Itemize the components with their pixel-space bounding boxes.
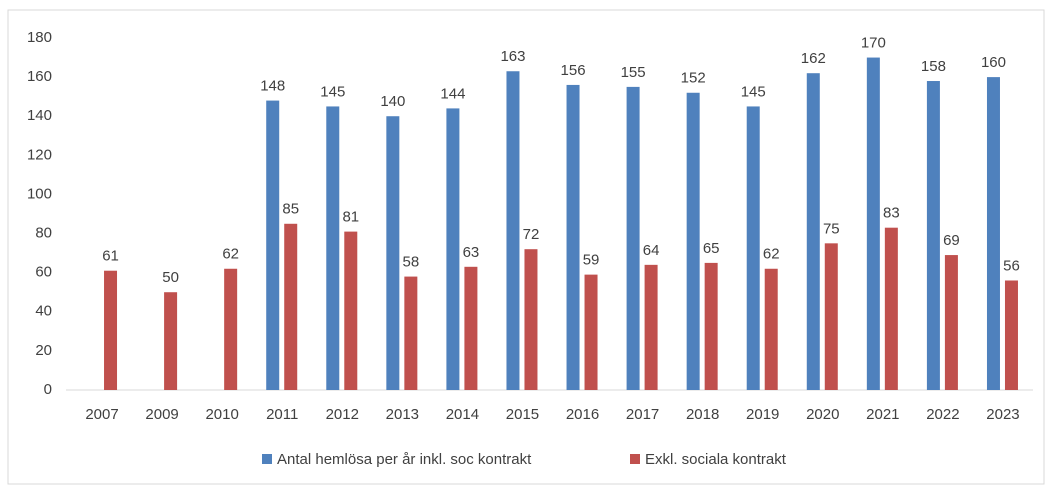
x-tick-label: 2023	[986, 406, 1019, 423]
bar	[326, 106, 340, 390]
y-tick-label: 100	[27, 185, 52, 202]
x-tick-label: 2010	[205, 406, 238, 423]
bar	[926, 81, 940, 391]
data-label: 144	[440, 85, 465, 102]
data-label: 75	[823, 220, 840, 237]
bar	[704, 262, 718, 390]
legend-swatch	[262, 454, 272, 464]
y-tick-label: 160	[27, 68, 52, 85]
bar	[806, 73, 820, 390]
x-tick-label: 2007	[85, 406, 118, 423]
bar	[404, 276, 418, 390]
y-tick-label: 40	[35, 303, 52, 320]
data-label: 69	[943, 232, 960, 249]
bar	[284, 223, 298, 390]
data-label: 61	[102, 248, 119, 265]
data-label: 62	[222, 246, 239, 263]
bar	[524, 249, 538, 390]
y-tick-label: 80	[35, 225, 52, 242]
x-tick-label: 2022	[926, 406, 959, 423]
data-label: 59	[583, 252, 600, 269]
x-tick-label: 2009	[145, 406, 178, 423]
data-label: 65	[703, 240, 720, 257]
bar	[566, 84, 580, 390]
data-label: 58	[403, 254, 420, 271]
data-label: 140	[380, 93, 405, 110]
data-label: 155	[621, 64, 646, 81]
x-tick-label: 2018	[686, 406, 719, 423]
bar	[344, 231, 358, 390]
bar	[464, 266, 478, 390]
bar	[104, 270, 118, 390]
bar	[824, 243, 838, 390]
bar	[944, 255, 958, 390]
data-label: 62	[763, 246, 780, 263]
data-label: 163	[500, 48, 525, 65]
y-tick-label: 180	[27, 29, 52, 46]
y-tick-label: 60	[35, 264, 52, 281]
bar	[626, 86, 640, 390]
x-tick-label: 2017	[626, 406, 659, 423]
data-label: 152	[681, 70, 706, 87]
x-tick-label: 2016	[566, 406, 599, 423]
x-tick-label: 2015	[506, 406, 539, 423]
legend-label: Antal hemlösa per år inkl. soc kontrakt	[277, 451, 532, 468]
data-label: 56	[1003, 257, 1020, 274]
y-tick-label: 140	[27, 107, 52, 124]
data-label: 83	[883, 205, 900, 222]
y-tick-label: 0	[44, 381, 52, 398]
data-label: 156	[561, 62, 586, 79]
bar	[746, 106, 760, 390]
data-label: 148	[260, 78, 285, 95]
x-tick-label: 2011	[266, 406, 298, 423]
x-tick-label: 2012	[326, 406, 359, 423]
data-label: 50	[162, 269, 179, 286]
data-label: 81	[342, 209, 359, 226]
data-label: 63	[463, 244, 480, 261]
bar	[866, 57, 880, 391]
data-label: 64	[643, 242, 660, 259]
bar	[386, 116, 400, 390]
data-label: 85	[282, 201, 299, 218]
bar	[446, 108, 460, 391]
data-label: 145	[320, 83, 345, 100]
data-label: 72	[523, 226, 540, 243]
y-tick-label: 120	[27, 146, 52, 163]
bar	[884, 227, 898, 390]
data-label: 145	[741, 83, 766, 100]
data-label: 158	[921, 58, 946, 75]
bar	[266, 100, 280, 391]
bar	[224, 268, 238, 390]
x-tick-label: 2020	[806, 406, 839, 423]
legend-swatch	[630, 454, 640, 464]
data-label: 170	[861, 35, 886, 52]
bar	[764, 268, 778, 390]
bar	[644, 264, 658, 390]
x-tick-label: 2013	[386, 406, 419, 423]
x-tick-label: 2019	[746, 406, 779, 423]
data-label: 162	[801, 50, 826, 67]
x-tick-label: 2021	[866, 406, 899, 423]
data-label: 160	[981, 54, 1006, 71]
x-tick-label: 2014	[446, 406, 479, 423]
bar	[584, 274, 598, 390]
bar	[686, 92, 700, 390]
bar	[1004, 280, 1018, 390]
bar	[164, 292, 178, 390]
bar	[986, 77, 1000, 390]
y-tick-label: 20	[35, 342, 52, 359]
legend-label: Exkl. sociala kontrakt	[645, 451, 787, 468]
bar	[506, 71, 520, 390]
